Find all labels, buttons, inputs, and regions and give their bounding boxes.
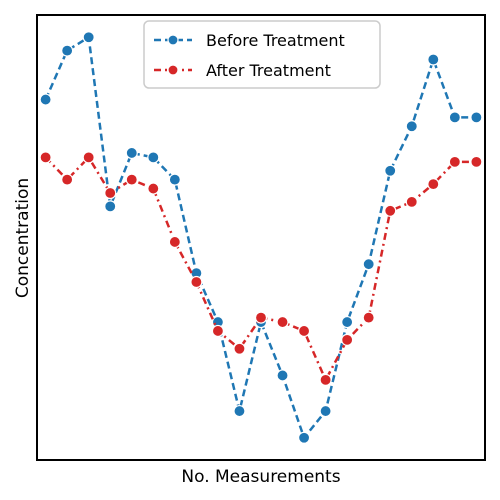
data-point-before-treatment-5 bbox=[147, 151, 160, 164]
data-point-after-treatment-17 bbox=[405, 195, 418, 208]
legend-label-before-treatment: Before Treatment bbox=[206, 31, 345, 50]
data-point-after-treatment-8 bbox=[211, 324, 225, 338]
data-point-after-treatment-9 bbox=[233, 342, 246, 355]
data-point-after-treatment-16 bbox=[384, 204, 397, 217]
data-point-after-treatment-10 bbox=[254, 311, 268, 324]
data-point-after-treatment-7 bbox=[190, 275, 203, 289]
data-point-after-treatment-4 bbox=[125, 173, 138, 186]
data-point-after-treatment-18 bbox=[427, 178, 440, 191]
data-point-after-treatment-15 bbox=[362, 311, 375, 324]
legend-marker-before-treatment bbox=[167, 34, 179, 46]
data-point-before-treatment-2 bbox=[82, 31, 95, 44]
data-point-after-treatment-5 bbox=[147, 182, 160, 195]
data-point-before-treatment-12 bbox=[297, 431, 311, 444]
data-point-before-treatment-1 bbox=[61, 44, 74, 57]
data-point-before-treatment-4 bbox=[125, 146, 138, 160]
data-point-after-treatment-13 bbox=[319, 373, 332, 386]
data-point-after-treatment-14 bbox=[341, 333, 354, 346]
legend: Before Treatment After Treatment bbox=[143, 20, 381, 89]
data-point-after-treatment-2 bbox=[82, 151, 95, 164]
legend-label-after-treatment: After Treatment bbox=[206, 61, 331, 80]
plot-frame bbox=[36, 14, 486, 461]
data-point-after-treatment-6 bbox=[168, 235, 181, 249]
data-point-before-treatment-11 bbox=[276, 369, 289, 382]
data-point-after-treatment-11 bbox=[276, 315, 289, 329]
data-point-after-treatment-1 bbox=[61, 173, 74, 186]
data-point-before-treatment-14 bbox=[341, 315, 354, 329]
series-layer bbox=[39, 31, 483, 444]
data-point-before-treatment-13 bbox=[319, 404, 332, 418]
data-point-before-treatment-18 bbox=[427, 53, 440, 66]
data-point-before-treatment-0 bbox=[39, 93, 52, 106]
data-point-after-treatment-12 bbox=[297, 324, 311, 338]
data-point-before-treatment-3 bbox=[104, 200, 117, 213]
data-point-before-treatment-9 bbox=[233, 404, 246, 418]
x-axis-label: No. Measurements bbox=[181, 467, 340, 487]
data-point-after-treatment-3 bbox=[104, 186, 117, 200]
data-point-before-treatment-15 bbox=[362, 258, 375, 271]
y-axis-label: Concentration bbox=[13, 178, 33, 298]
data-point-before-treatment-19 bbox=[448, 111, 461, 124]
data-point-before-treatment-20 bbox=[470, 111, 483, 124]
data-point-after-treatment-19 bbox=[448, 155, 461, 168]
series-line-before-treatment bbox=[44, 36, 477, 439]
data-point-before-treatment-16 bbox=[384, 164, 397, 177]
data-point-after-treatment-20 bbox=[470, 155, 483, 168]
data-point-before-treatment-6 bbox=[168, 173, 181, 186]
legend-box bbox=[143, 20, 381, 89]
data-point-before-treatment-17 bbox=[405, 120, 418, 133]
legend-marker-after-treatment bbox=[167, 64, 179, 76]
data-point-after-treatment-0 bbox=[39, 151, 52, 164]
